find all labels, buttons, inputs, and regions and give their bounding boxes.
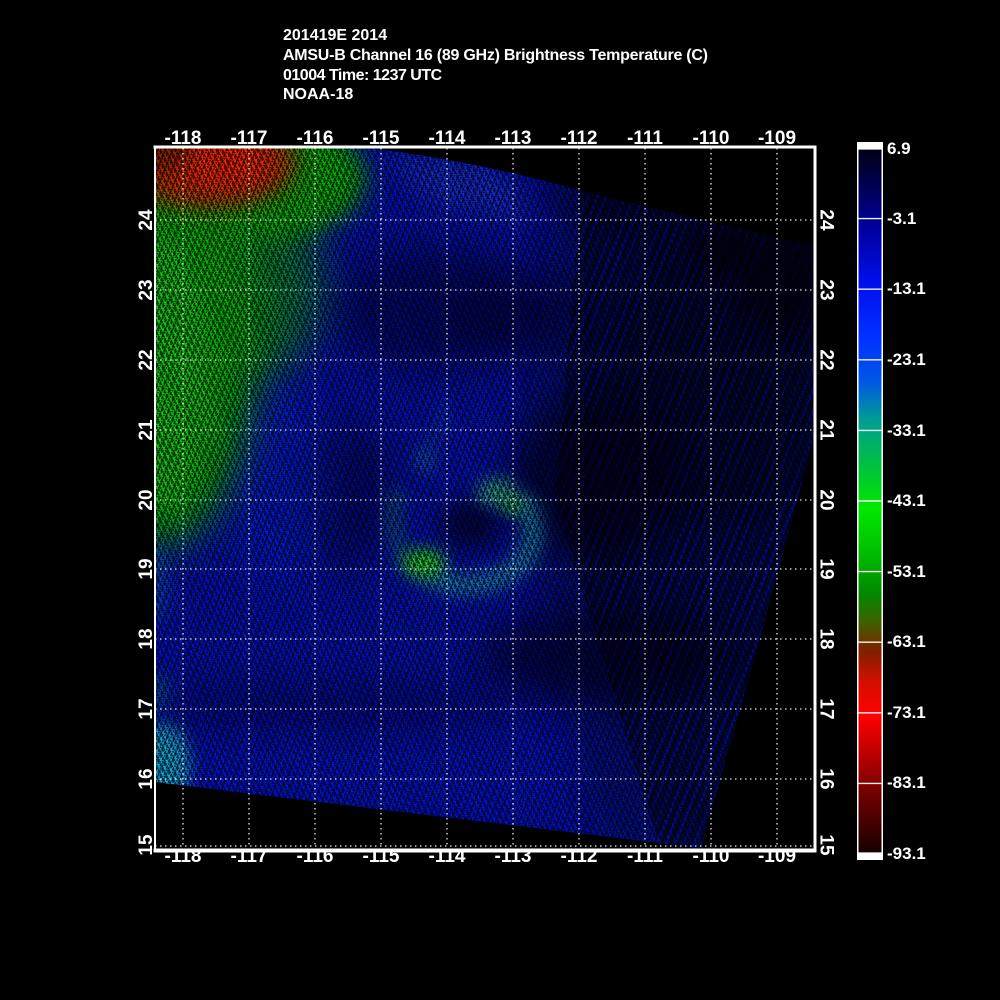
svg-text:-110: -110 bbox=[693, 846, 730, 867]
svg-text:-116: -116 bbox=[297, 846, 334, 867]
svg-text:NOAA-18: NOAA-18 bbox=[283, 86, 353, 103]
svg-text:20: 20 bbox=[136, 489, 157, 510]
svg-text:22: 22 bbox=[136, 349, 157, 370]
svg-text:-112: -112 bbox=[561, 846, 598, 867]
svg-text:-109: -109 bbox=[758, 128, 796, 149]
svg-text:-111: -111 bbox=[627, 128, 663, 149]
svg-text:-113: -113 bbox=[495, 846, 532, 867]
svg-text:-33.1: -33.1 bbox=[887, 421, 926, 440]
svg-text:15: 15 bbox=[136, 834, 157, 856]
svg-text:201419E 2014: 201419E 2014 bbox=[283, 27, 387, 44]
svg-text:-23.1: -23.1 bbox=[887, 350, 926, 369]
svg-text:22: 22 bbox=[816, 349, 837, 370]
svg-text:16: 16 bbox=[136, 768, 157, 789]
svg-text:18: 18 bbox=[816, 628, 837, 649]
svg-text:-73.1: -73.1 bbox=[887, 703, 926, 722]
svg-text:-118: -118 bbox=[165, 128, 202, 149]
svg-text:17: 17 bbox=[136, 698, 157, 719]
svg-text:24: 24 bbox=[816, 209, 837, 231]
svg-text:-63.1: -63.1 bbox=[887, 632, 926, 651]
svg-text:AMSU-B Channel 16 (89 GHz) Bri: AMSU-B Channel 16 (89 GHz) Brightness Te… bbox=[283, 47, 708, 64]
svg-text:17: 17 bbox=[816, 698, 837, 719]
svg-text:-110: -110 bbox=[693, 128, 730, 149]
svg-text:21: 21 bbox=[816, 419, 837, 441]
svg-text:19: 19 bbox=[816, 558, 837, 579]
svg-text:-109: -109 bbox=[758, 846, 796, 867]
svg-text:6.9: 6.9 bbox=[887, 139, 911, 158]
svg-text:20: 20 bbox=[816, 489, 837, 510]
svg-text:-3.1: -3.1 bbox=[887, 209, 916, 228]
svg-text:-53.1: -53.1 bbox=[887, 562, 926, 581]
svg-text:-115: -115 bbox=[363, 846, 400, 867]
svg-text:-43.1: -43.1 bbox=[887, 491, 926, 510]
svg-text:23: 23 bbox=[816, 279, 837, 300]
svg-text:-117: -117 bbox=[231, 128, 268, 149]
svg-text:-113: -113 bbox=[495, 128, 532, 149]
svg-text:18: 18 bbox=[136, 628, 157, 649]
svg-text:-13.1: -13.1 bbox=[887, 279, 926, 298]
svg-text:-111: -111 bbox=[627, 846, 663, 867]
svg-text:-115: -115 bbox=[363, 128, 400, 149]
svg-text:-93.1: -93.1 bbox=[887, 844, 926, 863]
svg-text:-114: -114 bbox=[429, 128, 466, 149]
svg-text:23: 23 bbox=[136, 279, 157, 300]
svg-text:15: 15 bbox=[816, 834, 837, 856]
svg-text:24: 24 bbox=[136, 209, 157, 231]
svg-text:-117: -117 bbox=[231, 846, 268, 867]
svg-text:19: 19 bbox=[136, 558, 157, 579]
svg-text:-112: -112 bbox=[561, 128, 598, 149]
svg-text:-116: -116 bbox=[297, 128, 334, 149]
svg-text:21: 21 bbox=[136, 419, 157, 441]
svg-text:01004 Time: 1237 UTC: 01004 Time: 1237 UTC bbox=[283, 67, 443, 84]
svg-text:-114: -114 bbox=[429, 846, 466, 867]
svg-text:-118: -118 bbox=[165, 846, 202, 867]
svg-text:-83.1: -83.1 bbox=[887, 773, 926, 792]
svg-text:16: 16 bbox=[816, 768, 837, 789]
